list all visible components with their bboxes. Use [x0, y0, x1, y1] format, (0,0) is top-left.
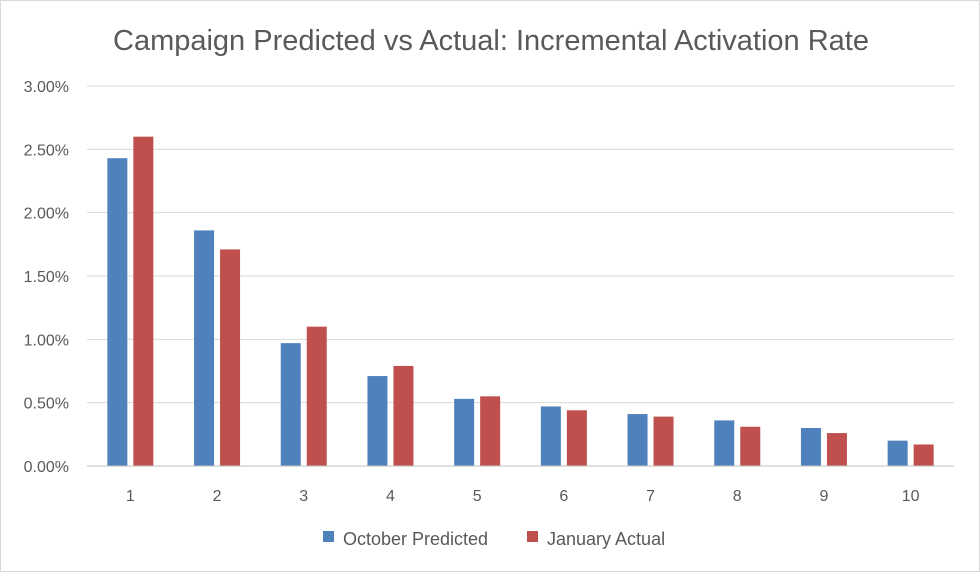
bar-october-predicted-9	[800, 428, 821, 466]
bar-january-actual-9	[826, 433, 847, 466]
legend-swatch	[527, 531, 538, 542]
bar-january-actual-4	[393, 365, 414, 466]
y-axis-tick-labels: 0.00% 0.50% 1.00% 1.50% 2.00% 2.50% 3.00%	[24, 79, 69, 476]
y-tick-label: 0.00%	[24, 459, 69, 476]
bar-october-predicted-6	[540, 406, 561, 466]
x-tick-label: 8	[733, 488, 742, 505]
x-tick-label: 4	[386, 488, 395, 505]
y-tick-label: 0.50%	[24, 396, 69, 413]
bar-january-actual-7	[653, 416, 674, 466]
x-tick-label: 6	[559, 488, 568, 505]
legend-swatch	[323, 531, 334, 542]
y-tick-label: 1.00%	[24, 332, 69, 349]
bar-january-actual-5	[480, 396, 501, 466]
bar-october-predicted-7	[627, 414, 648, 466]
legend-label: October Predicted	[343, 529, 488, 549]
bar-october-predicted-5	[454, 398, 475, 466]
y-tick-label: 1.50%	[24, 269, 69, 286]
bar-january-actual-2	[220, 249, 241, 466]
x-tick-label: 9	[819, 488, 828, 505]
y-tick-label: 2.50%	[24, 142, 69, 159]
legend: October Predicted January Actual	[323, 529, 665, 549]
x-tick-label: 1	[126, 488, 135, 505]
x-tick-label: 10	[902, 488, 920, 505]
bar-january-actual-1	[133, 136, 154, 466]
bar-october-predicted-4	[367, 376, 388, 466]
x-tick-label: 3	[299, 488, 308, 505]
bar-october-predicted-1	[107, 158, 128, 466]
chart-title: Campaign Predicted vs Actual: Incrementa…	[113, 25, 869, 57]
x-tick-label: 5	[473, 488, 482, 505]
bar-october-predicted-8	[714, 420, 735, 466]
bar-october-predicted-10	[887, 440, 908, 466]
x-tick-label: 2	[213, 488, 222, 505]
bar-january-actual-8	[740, 426, 761, 466]
y-tick-label: 2.00%	[24, 206, 69, 223]
bar-january-actual-3	[306, 326, 327, 466]
x-axis-tick-labels: 1 2 3 4 5 6 7 8 9 10	[126, 488, 920, 505]
legend-label: January Actual	[547, 529, 665, 549]
bar-october-predicted-2	[194, 230, 215, 466]
x-tick-label: 7	[646, 488, 655, 505]
bar-october-predicted-3	[280, 343, 301, 466]
gridlines	[87, 85, 954, 404]
bar-january-actual-10	[913, 444, 934, 466]
y-tick-label: 3.00%	[24, 79, 69, 96]
bar-january-actual-6	[566, 410, 587, 466]
bars	[107, 136, 934, 466]
